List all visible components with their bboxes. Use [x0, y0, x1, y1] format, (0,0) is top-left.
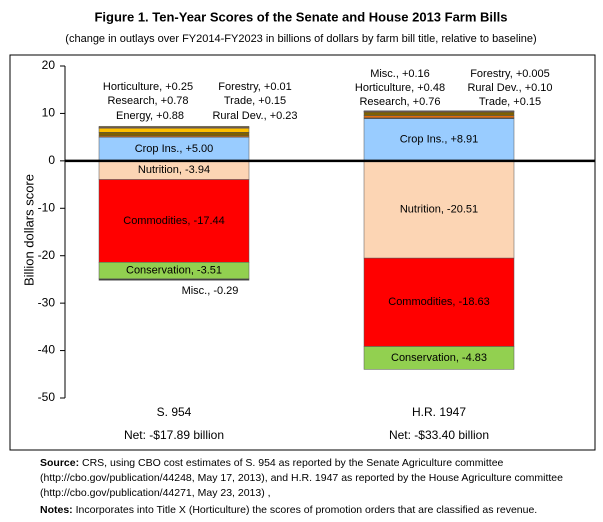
bar-segment: [98, 132, 250, 137]
notes-label: Notes:: [40, 504, 73, 516]
data-label: Commodities, -17.44: [123, 215, 225, 227]
frame: [9, 54, 596, 451]
data-label: Energy, +0.88: [116, 110, 184, 122]
data-label: Horticulture, +0.25: [103, 81, 193, 93]
bar-segment: [98, 127, 250, 133]
data-label: Crop Ins., +5.00: [135, 143, 214, 155]
y-tick-label: -20: [38, 248, 56, 262]
data-label: Forestry, +0.01: [218, 81, 291, 93]
notes: Notes: Incorporates into Title X (Hortic…: [40, 503, 595, 518]
y-axis-label: Billion dollars score: [21, 174, 36, 286]
category-note: Net: -$17.89 billion: [124, 428, 224, 442]
chart-title: Figure 1. Ten-Year Scores of the Senate …: [94, 9, 507, 24]
bar-segment: [363, 160, 515, 259]
y-tick-label: -40: [38, 343, 56, 357]
data-label: Rural Dev., +0.10: [467, 82, 552, 94]
source-label: Source:: [40, 457, 80, 469]
bar-segment: [363, 346, 515, 370]
data-label: Conservation, -4.83: [391, 352, 487, 364]
data-label: Conservation, -3.51: [126, 264, 222, 276]
y-tick-label: -50: [38, 390, 56, 404]
data-label: Nutrition, -20.51: [400, 203, 478, 215]
y-tick-label: -30: [38, 295, 56, 309]
bar-segment: [98, 179, 250, 263]
y-tick-label: 20: [42, 58, 56, 72]
notes-text: Incorporates into Title X (Horticulture)…: [75, 504, 538, 516]
x-tick-label: H.R. 1947: [412, 405, 466, 419]
y-tick-label: 0: [48, 153, 55, 167]
bar-segment: [363, 111, 515, 116]
chart-subtitle: (change in outlays over FY2014-FY2023 in…: [65, 33, 536, 45]
data-label: Nutrition, -3.94: [138, 164, 210, 176]
chart: Figure 1. Ten-Year Scores of the Senate …: [9, 9, 596, 451]
bar-segment: [363, 118, 515, 162]
category-note: Net: -$33.40 billion: [389, 428, 489, 442]
data-label: Crop Ins., +8.91: [400, 134, 479, 146]
y-tick-label: 10: [42, 106, 56, 120]
bar-segment: [363, 257, 515, 347]
data-label: Misc., +0.16: [370, 68, 430, 80]
bar-segment: [98, 278, 250, 281]
data-label: Commodities, -18.63: [388, 296, 490, 308]
data-label: Research, +0.76: [359, 96, 440, 108]
data-label: Research, +0.78: [107, 95, 188, 107]
x-tick-label: S. 954: [157, 405, 192, 419]
source: Source: CRS, using CBO cost estimates of…: [40, 456, 595, 501]
bar-segment: [98, 125, 250, 128]
data-label: Trade, +0.15: [224, 95, 286, 107]
data-label: Forestry, +0.005: [470, 68, 550, 80]
source-text: CRS, using CBO cost estimates of S. 954 …: [40, 457, 563, 499]
data-label: Rural Dev., +0.23: [212, 110, 297, 122]
data-label: Horticulture, +0.48: [355, 82, 445, 94]
data-label: Misc., -0.29: [182, 285, 239, 297]
data-label: Trade, +0.15: [479, 96, 541, 108]
bar-segment: [363, 115, 515, 119]
y-tick-label: -10: [38, 200, 56, 214]
